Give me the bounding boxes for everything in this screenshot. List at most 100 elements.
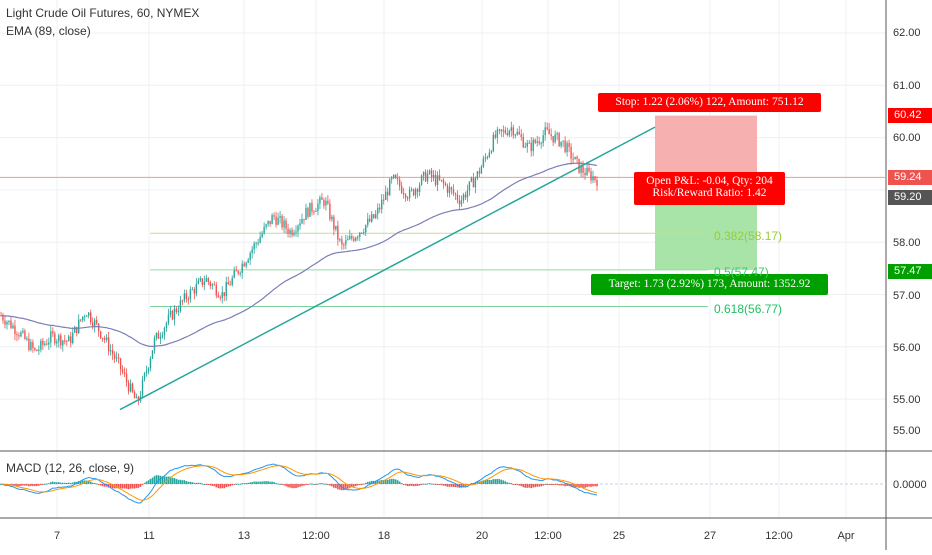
stop-box[interactable]: Stop: 1.22 (2.06%) 122, Amount: 751.12 [598,93,821,112]
macd-histogram-bar [434,484,437,485]
candle-body [97,323,100,332]
candle-body [131,383,134,392]
price-tick: 57.00 [893,290,921,302]
macd-histogram-bar [187,481,190,484]
macd-histogram-bar [333,484,335,488]
macd-histogram-bar [271,481,273,484]
candle-body [416,189,419,192]
candle-body [153,338,156,351]
macd-histogram-bar [117,484,120,488]
candle-body [512,127,514,136]
candle-body [267,220,269,225]
candle-body [369,218,371,222]
time-tick: 12:00 [765,530,793,542]
time-tick: 12:00 [302,530,330,542]
candle-body [470,177,473,182]
candle-body [480,166,483,174]
macd-histogram-bar [20,484,22,486]
candle-body [209,282,211,286]
candle-body [137,396,140,401]
macd-histogram-bar [368,481,371,484]
macd-histogram-bar [159,475,162,484]
candle-body [510,127,512,131]
macd-histogram-bar [337,484,339,490]
macd-histogram-bar [339,484,341,490]
macd-histogram-bar [500,479,503,484]
candle-body [163,327,166,336]
macd-histogram-bar [580,484,582,488]
ema-legend[interactable]: EMA (89, close) [6,24,91,38]
macd-histogram-bar [418,484,421,486]
candle-body [24,330,26,339]
candle-body [301,218,303,224]
candle-body [177,311,180,313]
candle-body [379,207,381,210]
macd-histogram-bar [410,484,413,486]
candle-body [215,284,217,296]
candle-body [20,332,22,337]
candle-body [189,289,192,300]
candle-body [191,289,194,291]
candle-body [398,179,401,187]
candle-body [46,343,48,345]
candle-body [468,181,471,191]
pnl-box[interactable]: Open P&L: -0.04, Qty: 204 Risk/Reward Ra… [634,172,785,205]
candle-body [10,320,12,329]
macd-histogram-bar [454,484,457,488]
macd-histogram-bar [374,480,377,484]
macd-histogram-bar [514,484,517,485]
macd-histogram-bar [402,484,405,485]
macd-histogram-bar [91,482,94,484]
candle-body [58,335,60,342]
candle-body [305,207,307,220]
candle-body [109,350,112,352]
candle-body [363,232,365,234]
macd-histogram-bar [436,484,439,485]
candle-body [359,232,361,237]
candle-body [562,140,564,142]
candle-body [400,186,403,194]
candle-body [217,295,219,298]
candle-body [16,334,18,336]
candle-body [251,249,253,253]
macd-legend[interactable]: MACD (12, 26, close, 9) [6,461,135,475]
candle-body [145,371,148,374]
candle-body [466,190,469,198]
candle-body [167,314,170,323]
macd-histogram-bar [476,481,479,484]
candle-body [279,216,281,218]
candle-body [171,310,174,320]
candle-body [193,289,196,294]
candle-body [434,174,437,185]
candle-body [307,207,309,217]
macd-histogram-bar [474,482,477,484]
candle-body [44,343,46,345]
candle-body [295,231,297,233]
macd-histogram-bar [111,484,114,489]
candle-body [80,319,82,321]
candle-body [484,157,487,159]
candle-body [486,157,489,159]
macd-histogram-bar [295,484,297,489]
macd-histogram-bar [315,484,317,485]
macd-histogram-bar [153,476,156,484]
target-box[interactable]: Target: 1.73 (2.92%) 173, Amount: 1352.9… [591,274,828,295]
candle-body [446,185,449,193]
candle-body [36,349,38,351]
macd-histogram-bar [203,483,206,485]
macd-histogram-bar [59,482,62,484]
macd-histogram-bar [388,479,391,484]
macd-histogram-bar [44,483,46,485]
price-tick: 58.00 [893,237,921,249]
candle-body [371,214,373,222]
price-tick: 56.00 [893,342,921,354]
macd-histogram-bar [251,482,253,484]
macd-histogram-bar [255,481,257,484]
candle-body [534,139,536,143]
macd-histogram-bar [490,480,493,484]
candle-body [448,187,451,193]
chart-title[interactable]: Light Crude Oil Futures, 60, NYMEX [6,6,200,20]
macd-histogram-bar [231,484,234,486]
macd-histogram-bar [181,480,184,484]
